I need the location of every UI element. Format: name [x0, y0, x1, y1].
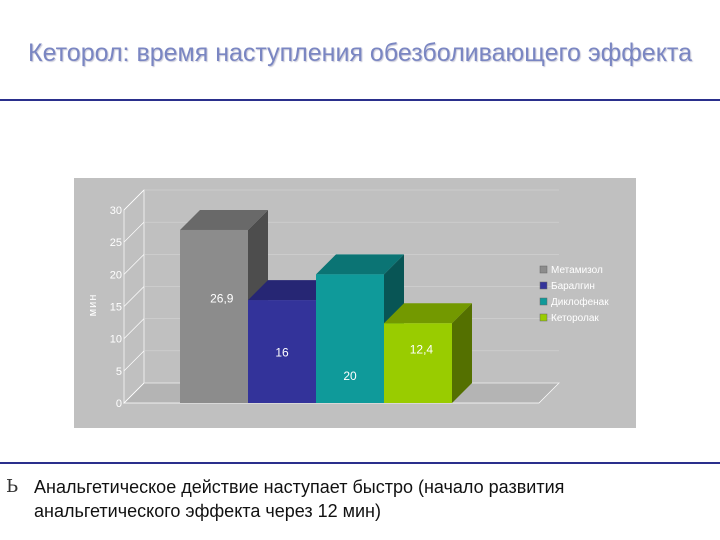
- data-label: 20: [343, 369, 357, 383]
- bar-front: [248, 300, 316, 403]
- data-label: 26,9: [210, 292, 234, 306]
- y-tick-label: 10: [110, 334, 122, 346]
- data-label: 16: [275, 346, 289, 360]
- bar: [384, 303, 472, 403]
- bar-top: [180, 209, 268, 230]
- bar-front: [316, 274, 384, 403]
- bar-top: [384, 303, 472, 324]
- legend-entry: Кеторолак: [551, 313, 599, 324]
- y-tick-label: 20: [110, 269, 122, 281]
- y-tick-label: 30: [110, 205, 122, 217]
- bar-front: [384, 323, 452, 403]
- y-tick-label: 25: [110, 237, 122, 249]
- gridline: [123, 382, 145, 404]
- bar-chart: 0 5 10 15 20 25 30 26,9 16 20 12,4 Метамизол Барал…: [74, 178, 636, 428]
- bar-top: [316, 254, 404, 275]
- data-label: 12,4: [410, 343, 434, 357]
- y-tick-label: 5: [116, 366, 122, 378]
- bar: [180, 209, 268, 403]
- gridline: [123, 254, 145, 275]
- bar-front: [180, 229, 248, 403]
- y-tick-label: 15: [110, 302, 122, 314]
- content-divider: [0, 462, 720, 464]
- gridline: [123, 318, 145, 339]
- y-axis-label: мин: [87, 294, 99, 317]
- legend-swatch: [539, 297, 548, 306]
- bar-side: [452, 303, 472, 403]
- y-tick-label: 0: [116, 398, 122, 410]
- slide-title: Кеторол: время наступления обезболивающе…: [28, 39, 692, 67]
- legend-swatch: [539, 313, 548, 322]
- bullet-text: Анальгетическое действие наступает быстр…: [34, 477, 565, 521]
- legend-entry: Диклофенак: [551, 296, 609, 308]
- gridline: [123, 286, 145, 307]
- legend-entry: Метамизол: [551, 265, 603, 276]
- gridline: [123, 350, 145, 372]
- bullet-marker: Ь: [6, 476, 19, 497]
- chart-svg: 0 5 10 15 20 25 30 26,9 16 20 12,4 Метамизол Барал…: [87, 189, 609, 410]
- bar-top: [248, 280, 336, 301]
- legend-swatch: [539, 281, 548, 290]
- gridline: [123, 221, 145, 243]
- title-divider: [0, 99, 720, 101]
- gridline: [123, 189, 145, 211]
- legend-swatch: [539, 265, 548, 274]
- legend-entry: Баралгин: [551, 281, 595, 292]
